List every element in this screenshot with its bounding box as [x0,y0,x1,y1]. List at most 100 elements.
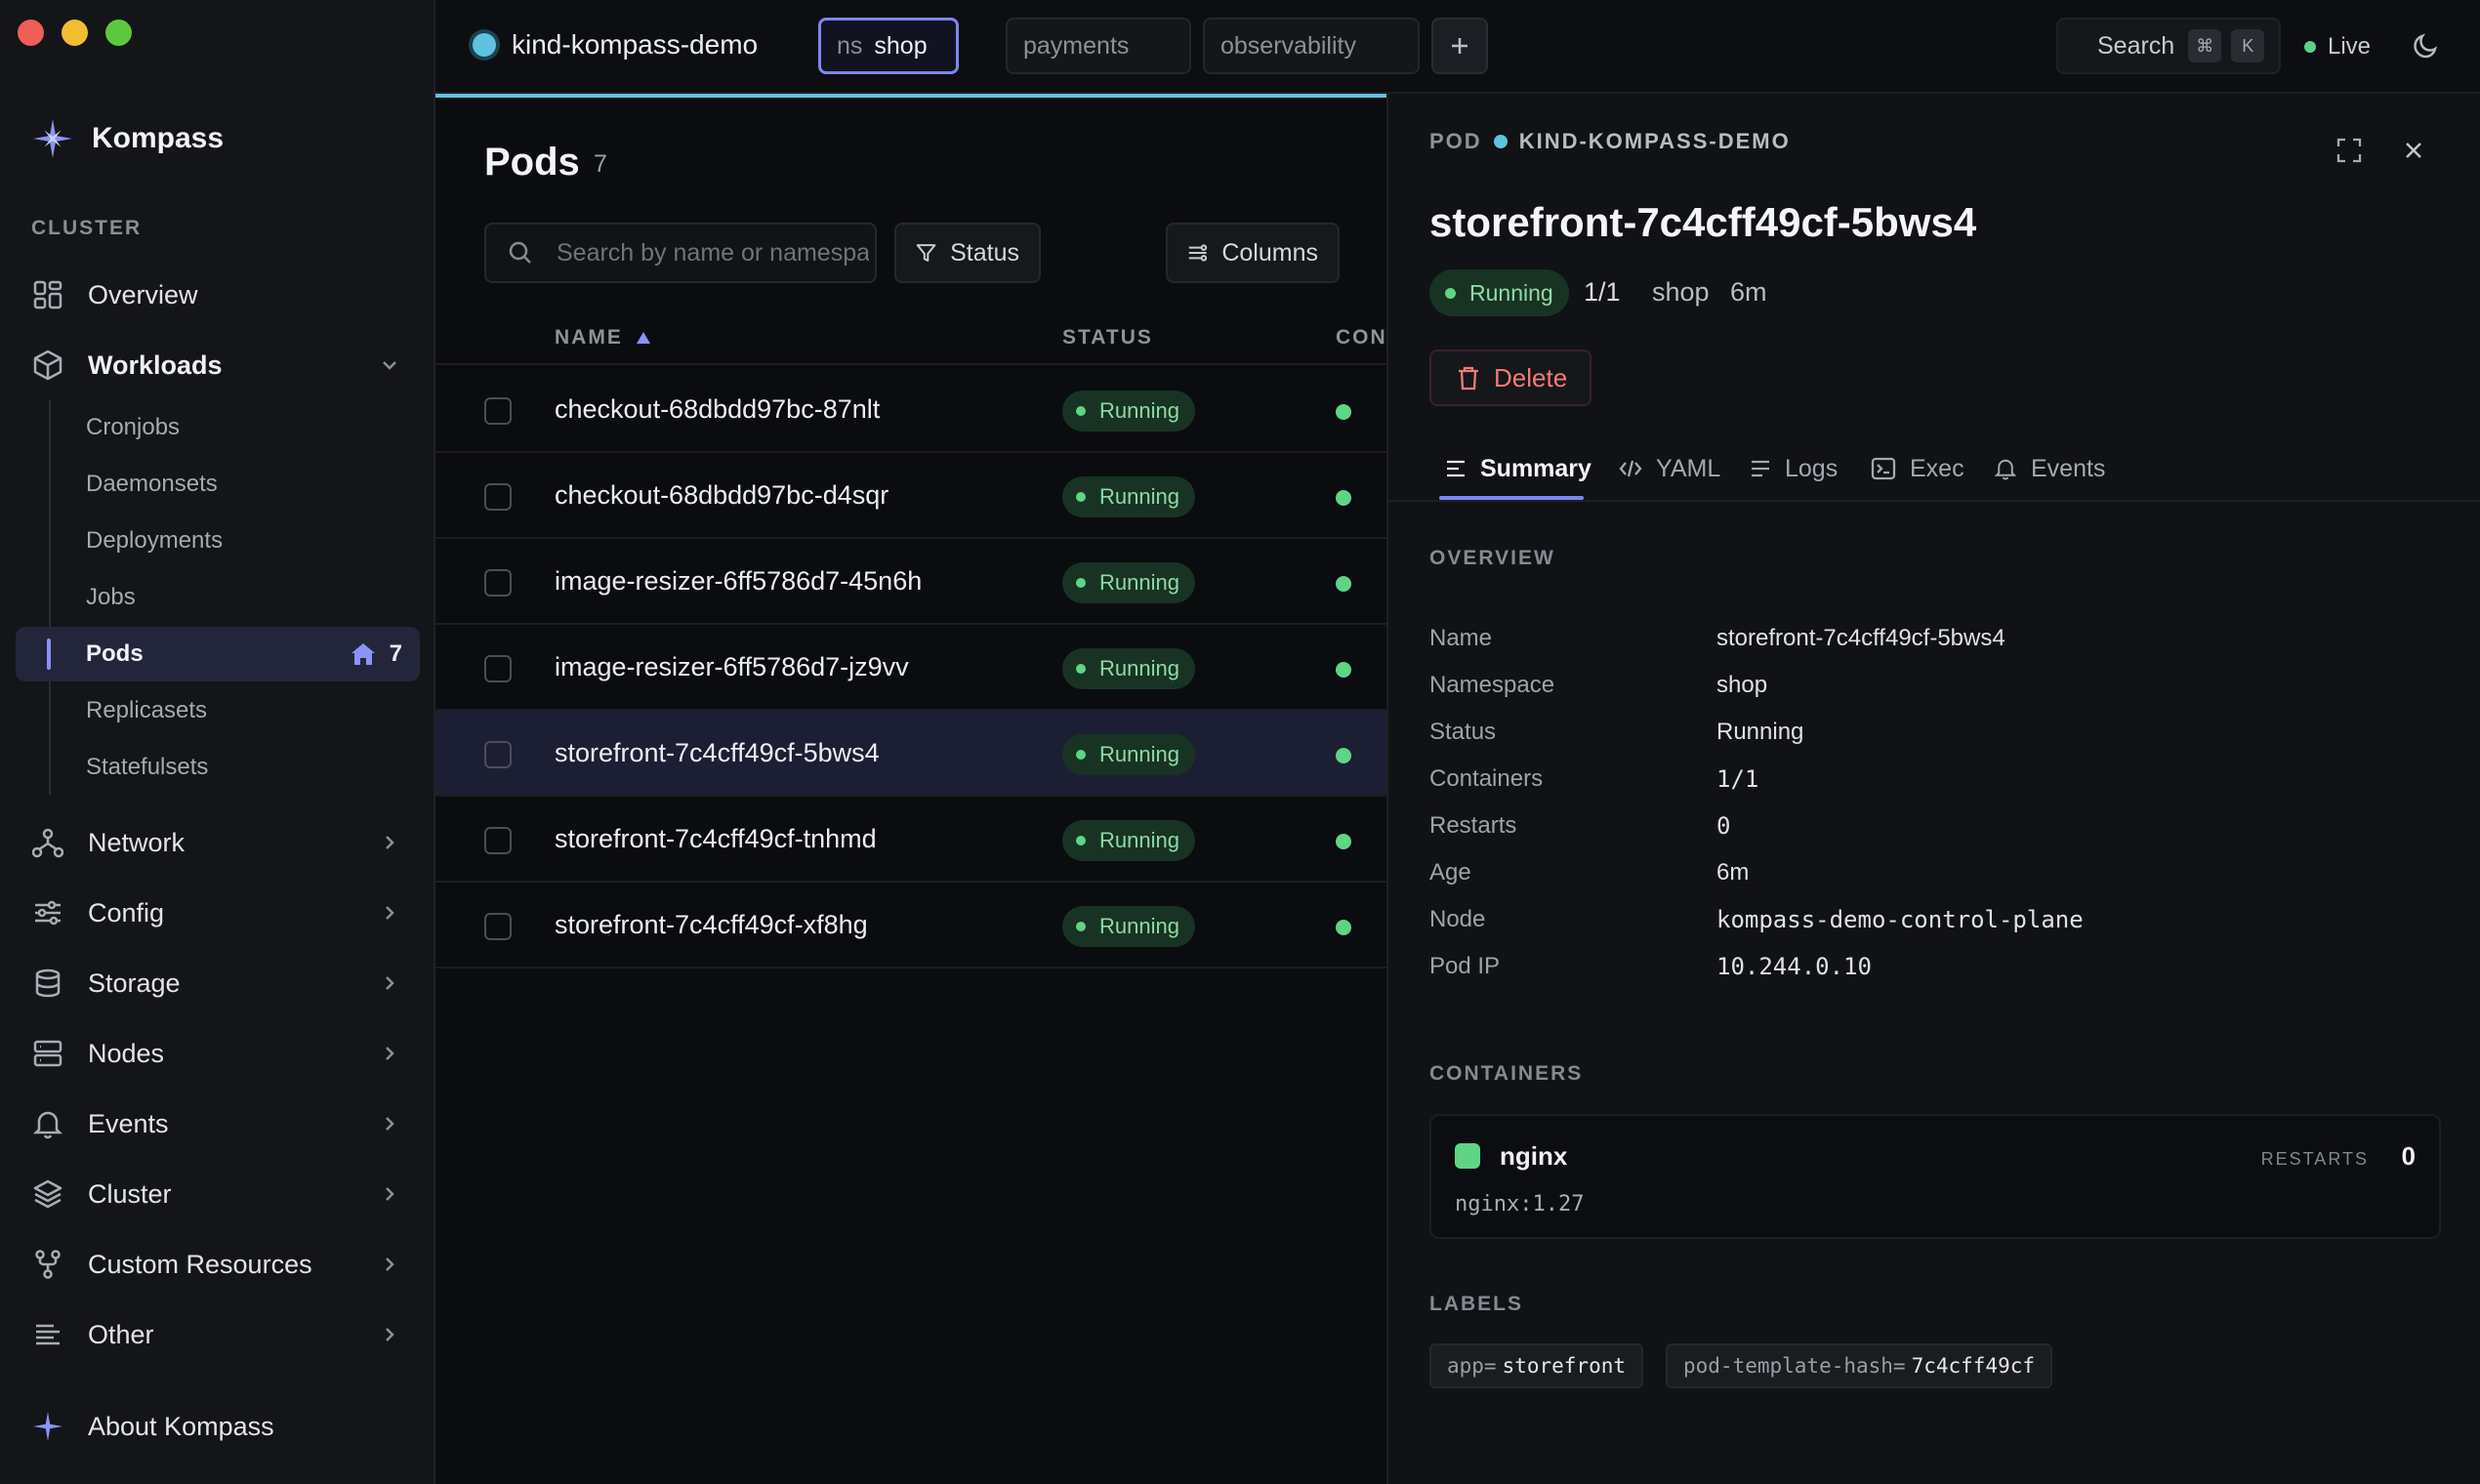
row-checkbox[interactable] [484,483,512,511]
sidebar-item-other[interactable]: Other [16,1304,420,1365]
container-image: nginx:1.27 [1455,1192,1585,1216]
window-close-button[interactable] [18,20,44,46]
sidebar-item-statefulsets[interactable]: Statefulsets [16,740,420,795]
table-row[interactable]: storefront-7c4cff49cf-tnhmd Running [435,797,1386,883]
tab-namespace-observability[interactable]: observability [1203,18,1420,74]
sidebar-item-network[interactable]: Network [16,812,420,873]
add-tab-button[interactable] [1431,18,1488,74]
status-badge: Running [1062,734,1195,775]
network-icon [31,826,64,859]
sidebar: Kompass CLUSTER Overview Workloads Cronj… [0,0,435,1484]
table-row[interactable]: checkout-68dbdd97bc-87nlt Running [435,367,1386,453]
page-title: Pods [484,141,580,184]
home-icon [351,643,375,665]
sidebar-item-jobs[interactable]: Jobs [16,570,420,625]
sidebar-item-cluster[interactable]: Cluster [16,1164,420,1224]
status-filter-button[interactable]: Status [894,223,1041,283]
container-card[interactable]: nginx nginx:1.27 RESTARTS 0 [1429,1114,2441,1239]
code-icon [1619,460,1642,477]
sidebar-item-config[interactable]: Config [16,883,420,943]
table-row[interactable]: checkout-68dbdd97bc-d4sqr Running [435,453,1386,539]
row-checkbox[interactable] [484,569,512,597]
chevron-down-icon [383,361,396,370]
field-value-containers: 1/1 [1716,765,1759,793]
label-chip: app= storefront [1429,1343,1644,1388]
tab-prefix: ns [837,31,863,60]
sidebar-item-workloads[interactable]: Workloads [16,335,420,395]
tab-summary[interactable]: Summary [1445,449,1591,488]
column-header-status[interactable]: STATUS [1062,326,1153,349]
sidebar-tree-line [49,400,51,795]
sidebar-item-pods[interactable]: Pods 7 [16,627,420,681]
live-dot [2304,41,2316,53]
pod-name: storefront-7c4cff49cf-xf8hg [555,910,868,939]
row-checkbox[interactable] [484,655,512,682]
sidebar-item-label: Nodes [88,1038,165,1068]
brand[interactable]: Kompass [33,119,224,158]
bell-icon [31,1107,64,1140]
top-bar: kind-kompass-demo ns shop payments obser… [435,0,2480,94]
table-header: NAME STATUS CONT [435,320,1386,365]
tab-logs[interactable]: Logs [1750,449,1838,488]
row-checkbox[interactable] [484,741,512,768]
sidebar-item-replicasets[interactable]: Replicasets [16,683,420,738]
sidebar-item-label: Storage [88,968,181,998]
about-kompass-link[interactable]: About Kompass [16,1396,420,1457]
tab-namespace-payments[interactable]: payments [1006,18,1191,74]
cluster-context[interactable]: kind-kompass-demo [473,29,758,61]
table-row[interactable]: image-resizer-6ff5786d7-45n6h Running [435,539,1386,625]
status-dot [1076,406,1086,416]
window-zoom-button[interactable] [105,20,132,46]
plus-icon [1452,38,1467,54]
live-indicator[interactable]: Live [2304,33,2371,61]
sidebar-item-events[interactable]: Events [16,1093,420,1154]
window-minimize-button[interactable] [62,20,88,46]
row-checkbox[interactable] [484,913,512,940]
tab-yaml[interactable]: YAML [1619,449,1720,488]
expand-icon[interactable] [2335,137,2363,164]
database-icon [31,967,64,1000]
table-row[interactable]: image-resizer-6ff5786d7-jz9vv Running [435,625,1386,711]
column-header-name[interactable]: NAME [555,326,650,350]
close-icon[interactable] [2400,137,2427,164]
sidebar-item-custom-resources[interactable]: Custom Resources [16,1234,420,1295]
sidebar-item-deployments[interactable]: Deployments [16,514,420,568]
field-value-pod-ip: 10.244.0.10 [1716,953,1872,980]
delete-button[interactable]: Delete [1429,350,1591,406]
sidebar-item-overview[interactable]: Overview [16,265,420,325]
status-dot [1076,578,1086,588]
tab-namespace-shop[interactable]: ns shop [818,18,959,74]
field-label: Namespace [1429,672,1555,698]
sidebar-item-nodes[interactable]: Nodes [16,1023,420,1084]
sidebar-item-cronjobs[interactable]: Cronjobs [16,400,420,455]
command-search-button[interactable]: Search ⌘ K [2056,18,2281,74]
moon-icon[interactable] [2412,31,2441,61]
trash-icon [1459,366,1478,391]
row-checkbox[interactable] [484,397,512,425]
search-input[interactable] [557,238,869,268]
status-dot [1445,287,1456,299]
detail-title: storefront-7c4cff49cf-5bws4 [1429,199,1977,245]
context-accent-bar [435,94,1386,98]
chevron-right-icon [386,906,394,920]
column-header-containers[interactable]: CONT [1336,326,1386,349]
chevron-right-icon [386,1257,394,1271]
field-label: Name [1429,625,1493,651]
sidebar-item-daemonsets[interactable]: Daemonsets [16,457,420,512]
status-dot [1076,750,1086,760]
label-value: storefront [1502,1354,1627,1378]
columns-button[interactable]: Columns [1166,223,1340,283]
table-row[interactable]: storefront-7c4cff49cf-xf8hg Running [435,883,1386,969]
brand-name: Kompass [92,122,225,154]
row-checkbox[interactable] [484,827,512,854]
containers-section-label: CONTAINERS [1429,1062,1584,1085]
tab-label: Summary [1480,454,1591,482]
tab-events[interactable]: Events [1994,449,2105,488]
tab-exec[interactable]: Exec [1871,449,1964,488]
sidebar-item-storage[interactable]: Storage [16,953,420,1013]
container-status-dot [1336,490,1351,506]
field-value-restarts: 0 [1716,812,1731,840]
table-row-selected[interactable]: storefront-7c4cff49cf-5bws4 Running [435,711,1386,797]
sidebar-item-label: Overview [88,279,198,309]
field-value-node[interactable]: kompass-demo-control-plane [1716,906,2084,933]
